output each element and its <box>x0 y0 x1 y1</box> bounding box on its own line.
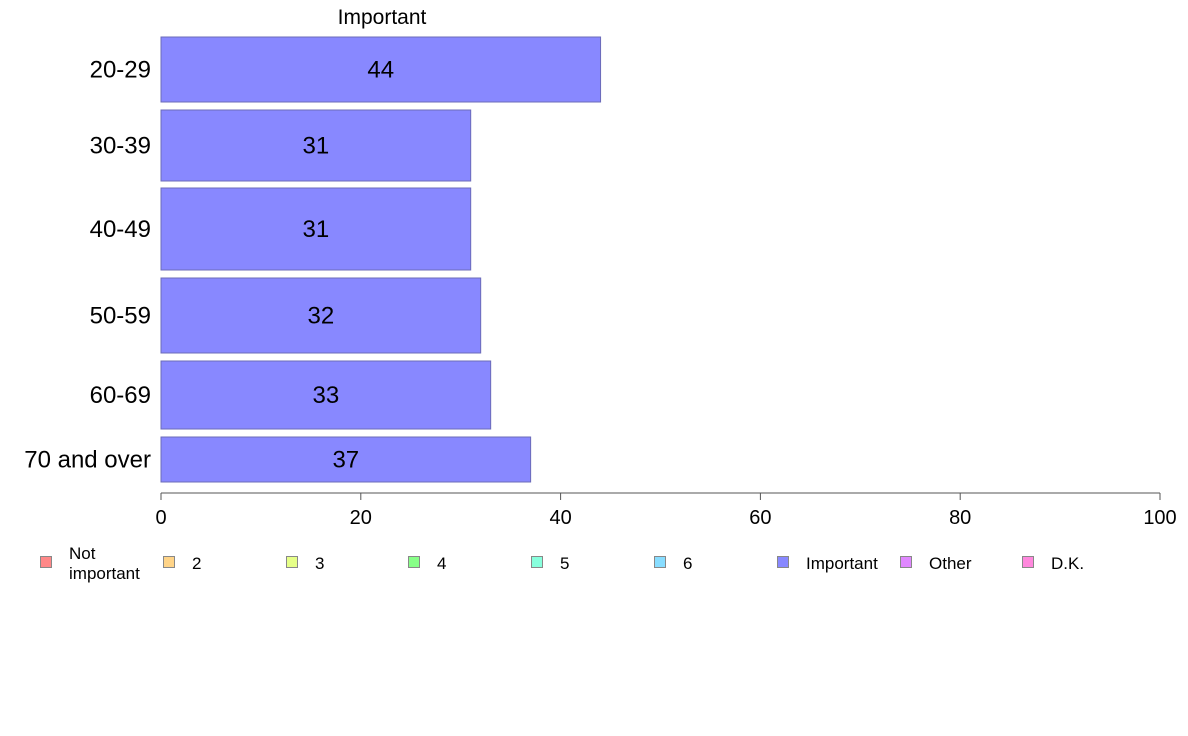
x-tick-label: 100 <box>1143 507 1176 529</box>
bar-40-49 <box>160 187 472 271</box>
bar-70-and-over <box>160 436 532 483</box>
bar-value-label: 31 <box>302 216 329 243</box>
x-tick-label: 40 <box>549 507 571 529</box>
legend-label: 4 <box>437 554 447 573</box>
category-label: 20-29 <box>90 57 151 84</box>
bar-20-29 <box>160 36 602 103</box>
x-tick-label: 80 <box>949 507 971 529</box>
legend-label: D.K. <box>1051 554 1085 573</box>
category-label: 50-59 <box>90 303 151 330</box>
legend-label: Not important <box>69 544 140 583</box>
category-label: 30-39 <box>90 133 151 160</box>
legend-swatch <box>900 556 912 568</box>
chart-title: Important <box>338 6 427 29</box>
legend-label: Other <box>929 554 972 573</box>
x-tick-label: 60 <box>749 507 771 529</box>
legend-swatch <box>777 556 789 568</box>
bar-value-label: 37 <box>332 447 359 474</box>
legend-label: 2 <box>192 554 202 573</box>
legend-swatch <box>40 556 52 568</box>
legend-label: Important <box>806 554 878 573</box>
bar-value-label: 32 <box>307 303 334 330</box>
x-tick-label: 20 <box>350 507 372 529</box>
category-label: 60-69 <box>90 382 151 409</box>
legend-label: 6 <box>683 554 693 573</box>
bar-value-label: 44 <box>367 57 394 84</box>
legend-label: 3 <box>315 554 325 573</box>
legend-swatch <box>408 556 420 568</box>
bar-chart: Important 44 20-29 31 30-39 31 40-49 32 50-59 33… <box>24 6 1176 529</box>
legend-swatch <box>654 556 666 568</box>
bar-value-label: 33 <box>312 382 339 409</box>
legend-label: 5 <box>560 554 570 573</box>
bar-60-69 <box>160 360 492 430</box>
bar-30-39 <box>160 109 472 182</box>
category-label: 70 and over <box>24 447 151 474</box>
x-tick-label: 0 <box>155 507 166 529</box>
chart-legend: Not important 2 3 4 5 6 Important Other D.K. <box>0 540 1188 590</box>
legend-swatch <box>1022 556 1034 568</box>
legend-swatch <box>286 556 298 568</box>
bar-value-label: 31 <box>302 133 329 160</box>
bar-50-59 <box>160 277 482 354</box>
category-label: 40-49 <box>90 216 151 243</box>
legend-swatch <box>531 556 543 568</box>
legend-swatch <box>163 556 175 568</box>
